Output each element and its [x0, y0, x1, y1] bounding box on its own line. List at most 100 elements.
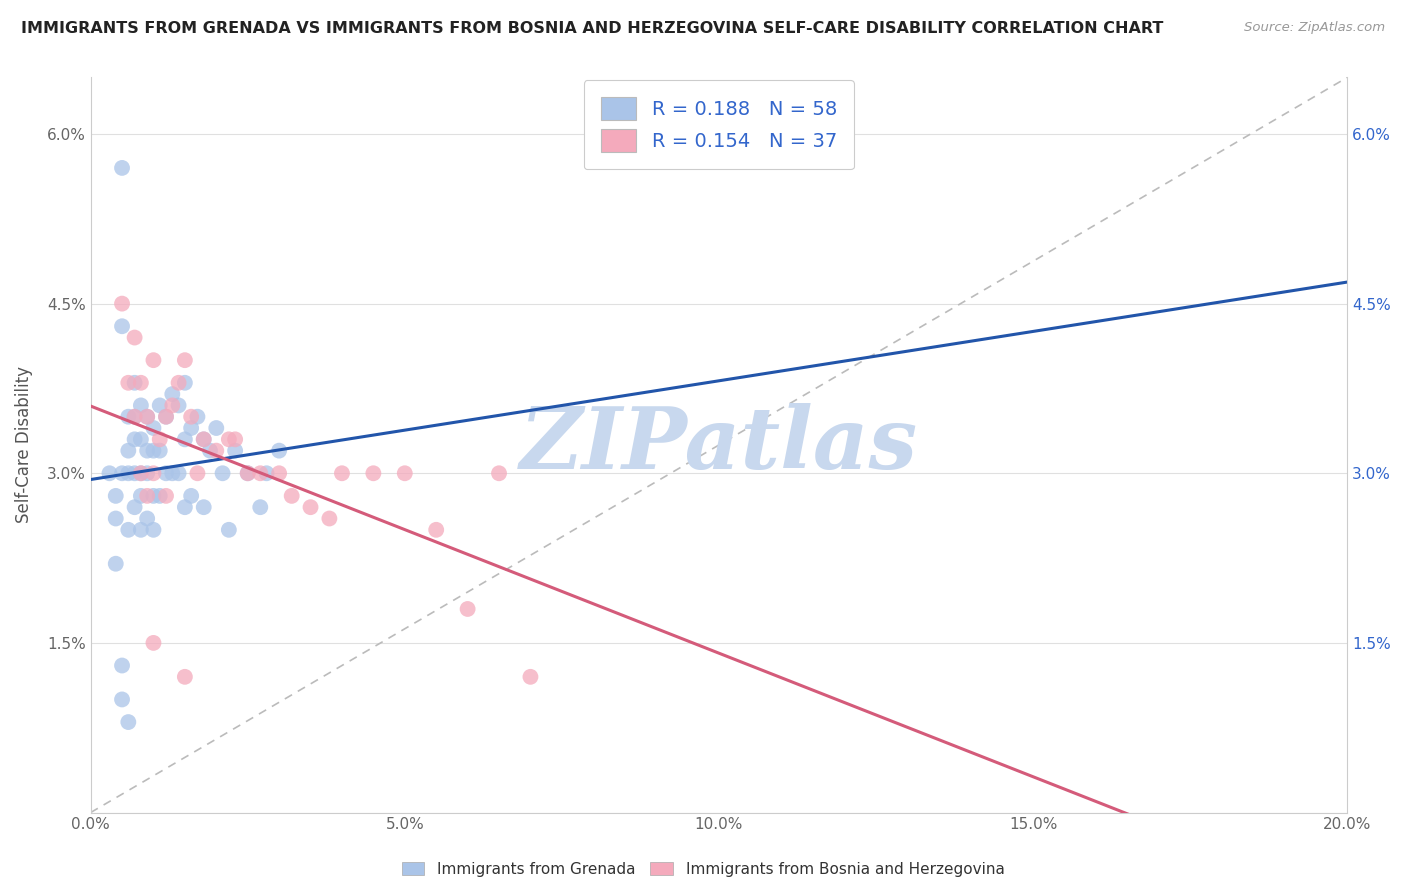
- Point: [488, 467, 510, 481]
- Point: [249, 500, 271, 515]
- Point: [142, 636, 165, 650]
- Point: [155, 467, 177, 481]
- Point: [149, 443, 172, 458]
- Point: [186, 409, 208, 424]
- Point: [124, 409, 146, 424]
- Point: [394, 467, 416, 481]
- Point: [111, 319, 134, 334]
- Point: [124, 409, 146, 424]
- Point: [117, 443, 139, 458]
- Point: [457, 602, 479, 616]
- Text: Source: ZipAtlas.com: Source: ZipAtlas.com: [1244, 21, 1385, 34]
- Point: [167, 376, 190, 390]
- Point: [186, 467, 208, 481]
- Point: [519, 670, 541, 684]
- Point: [117, 523, 139, 537]
- Point: [162, 387, 184, 401]
- Point: [173, 376, 195, 390]
- Point: [269, 443, 291, 458]
- Point: [136, 409, 159, 424]
- Point: [167, 467, 190, 481]
- Point: [193, 500, 215, 515]
- Point: [142, 489, 165, 503]
- Point: [117, 714, 139, 729]
- Point: [205, 443, 228, 458]
- Point: [224, 433, 246, 447]
- Point: [136, 443, 159, 458]
- Point: [142, 443, 165, 458]
- Point: [167, 398, 190, 412]
- Point: [256, 467, 278, 481]
- Point: [104, 511, 127, 525]
- Point: [136, 467, 159, 481]
- Point: [129, 433, 152, 447]
- Point: [211, 467, 233, 481]
- Point: [155, 409, 177, 424]
- Y-axis label: Self-Care Disability: Self-Care Disability: [15, 367, 32, 524]
- Point: [111, 692, 134, 706]
- Point: [129, 398, 152, 412]
- Point: [124, 433, 146, 447]
- Point: [173, 433, 195, 447]
- Point: [162, 467, 184, 481]
- Point: [180, 421, 202, 435]
- Point: [180, 489, 202, 503]
- Point: [129, 523, 152, 537]
- Point: [104, 489, 127, 503]
- Point: [136, 409, 159, 424]
- Point: [236, 467, 259, 481]
- Point: [142, 421, 165, 435]
- Point: [104, 557, 127, 571]
- Point: [299, 500, 322, 515]
- Point: [117, 467, 139, 481]
- Point: [111, 296, 134, 310]
- Point: [363, 467, 385, 481]
- Point: [111, 467, 134, 481]
- Point: [224, 443, 246, 458]
- Point: [173, 353, 195, 368]
- Point: [205, 421, 228, 435]
- Point: [129, 467, 152, 481]
- Point: [111, 161, 134, 175]
- Point: [129, 376, 152, 390]
- Text: IMMIGRANTS FROM GRENADA VS IMMIGRANTS FROM BOSNIA AND HERZEGOVINA SELF-CARE DISA: IMMIGRANTS FROM GRENADA VS IMMIGRANTS FR…: [21, 21, 1164, 36]
- Point: [98, 467, 121, 481]
- Point: [124, 376, 146, 390]
- Point: [136, 489, 159, 503]
- Point: [111, 658, 134, 673]
- Point: [142, 353, 165, 368]
- Legend: R = 0.188   N = 58, R = 0.154   N = 37: R = 0.188 N = 58, R = 0.154 N = 37: [583, 79, 855, 169]
- Point: [129, 467, 152, 481]
- Point: [198, 443, 221, 458]
- Point: [124, 500, 146, 515]
- Point: [155, 489, 177, 503]
- Legend: Immigrants from Grenada, Immigrants from Bosnia and Herzegovina: Immigrants from Grenada, Immigrants from…: [394, 854, 1012, 884]
- Point: [117, 409, 139, 424]
- Point: [180, 409, 202, 424]
- Point: [142, 467, 165, 481]
- Point: [193, 433, 215, 447]
- Point: [425, 523, 447, 537]
- Point: [193, 433, 215, 447]
- Point: [236, 467, 259, 481]
- Point: [173, 670, 195, 684]
- Point: [149, 433, 172, 447]
- Point: [149, 398, 172, 412]
- Point: [124, 330, 146, 344]
- Point: [136, 511, 159, 525]
- Point: [149, 489, 172, 503]
- Point: [162, 398, 184, 412]
- Point: [218, 523, 240, 537]
- Point: [218, 433, 240, 447]
- Point: [129, 489, 152, 503]
- Text: ZIPatlas: ZIPatlas: [520, 403, 918, 487]
- Point: [269, 467, 291, 481]
- Point: [155, 409, 177, 424]
- Point: [249, 467, 271, 481]
- Point: [117, 376, 139, 390]
- Point: [318, 511, 340, 525]
- Point: [330, 467, 353, 481]
- Point: [280, 489, 302, 503]
- Point: [124, 467, 146, 481]
- Point: [142, 523, 165, 537]
